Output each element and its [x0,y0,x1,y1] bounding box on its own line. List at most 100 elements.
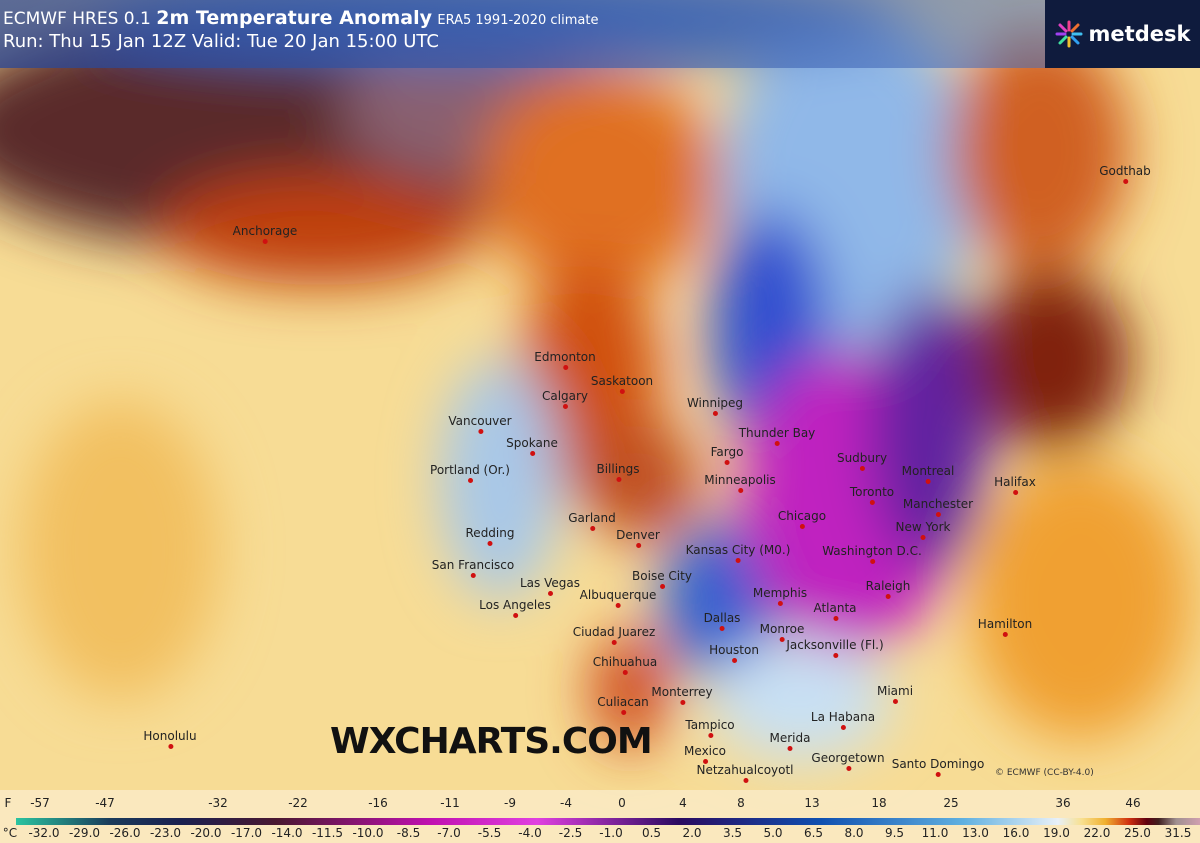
city-label: Hamilton [978,617,1032,637]
city-name: Calgary [541,389,589,403]
city-label: Chihuahua [593,655,657,675]
city-label: Albuquerque [580,588,656,608]
fahrenheit-tick: 18 [871,796,887,810]
city-label: Godthab [1099,164,1151,184]
city-dot-icon [779,637,785,642]
fahrenheit-tick: 46 [1125,796,1141,810]
city-label: Merida [770,731,810,751]
city-dot-icon [615,477,621,482]
city-name: Toronto [849,485,895,499]
starburst-logo-icon [1055,20,1083,48]
city-label: Garland [568,511,616,531]
city-dot-icon [487,541,493,546]
city-name: Winnipeg [686,396,744,410]
city-label: Houston [709,643,759,663]
fahrenheit-tick: -4 [560,796,572,810]
city-dot-icon [548,591,553,596]
celsius-tick: -2.5 [558,826,583,840]
city-dot-icon [870,559,875,564]
city-label: Winnipeg [686,396,744,416]
city-dot-icon [846,766,851,771]
city-label: Boise City [632,569,692,589]
logo-text: metdesk [1088,22,1191,46]
city-name: Redding [465,526,515,540]
color-scale-bar [16,818,1200,825]
city-dot-icon [787,746,793,751]
city-dot-icon [720,626,725,631]
city-dot-icon [869,500,875,505]
city-label: Spokane [506,436,558,456]
city-label: New York [895,520,951,540]
city-name: Garland [568,511,616,525]
fahrenheit-tick: 4 [679,796,687,810]
celsius-tick: 19.0 [1043,826,1070,840]
city-dot-icon [263,239,268,244]
city-name: Dallas [703,611,741,625]
city-label: Thunder Bay [739,426,815,446]
city-dot-icon [742,778,748,783]
city-dot-icon [935,772,941,777]
city-label: Billings [596,462,640,482]
city-name: Edmonton [534,350,596,364]
city-dot-icon [679,700,685,705]
celsius-tick: 0.5 [641,826,662,840]
fahrenheit-tick: 25 [943,796,959,810]
celsius-tick: 31.5 [1164,826,1192,840]
city-name: Santo Domingo [891,757,985,771]
city-name: Spokane [506,436,558,450]
city-label: Jacksonville (Fl.) [786,638,884,658]
celsius-tick: 3.5 [722,826,743,840]
celsius-tick: 22.0 [1083,826,1111,840]
city-label: Los Angeles [479,598,551,618]
city-name: Jacksonville (Fl.) [786,638,884,652]
city-dot-icon [468,478,473,483]
city-label: Portland (Or.) [430,463,510,483]
city-label: Washington D.C. [822,544,922,564]
city-dot-icon [920,535,926,540]
city-name: Miami [876,684,914,698]
celsius-tick: -1.0 [599,826,623,840]
city-dot-icon [620,389,625,394]
city-label: Anchorage [233,224,297,244]
city-dot-icon [777,601,783,606]
city-dot-icon [725,460,730,465]
city-name: Houston [709,643,759,657]
city-name: San Francisco [431,558,515,572]
city-label: Raleigh [866,579,910,599]
city-label: Vancouver [448,414,512,434]
fahrenheit-tick: 8 [737,796,745,810]
city-dot-icon [562,404,568,409]
city-dot-icon [732,658,737,663]
city-label: Netzahualcoyotl [696,763,794,783]
celsius-tick: -4.0 [518,826,542,840]
city-label: Memphis [753,586,807,606]
city-dot-icon [703,759,708,764]
city-name: La Habana [810,710,876,724]
city-dot-icon [708,733,713,738]
celsius-tick: -20.0 [190,826,222,840]
product-name: 2m Temperature Anomaly [156,7,432,29]
city-dot-icon [892,699,898,704]
copyright: © ECMWF (CC-BY-4.0) [995,768,1094,778]
fahrenheit-tick: -47 [95,796,115,810]
city-dot-icon [885,594,891,599]
fahrenheit-tick: -32 [208,796,228,810]
celsius-tick: 16.0 [1002,826,1030,840]
city-label: Toronto [849,485,895,505]
city-label: Saskatoon [591,374,653,394]
city-label: Georgetown [811,751,885,771]
city-name: Portland (Or.) [430,463,510,477]
city-name: Fargo [710,445,744,459]
city-dot-icon [840,725,846,730]
celsius-tick: 8.0 [844,826,864,840]
city-label: Miami [876,684,914,704]
city-name: New York [895,520,951,534]
climate-reference: ERA5 1991-2020 climate [437,13,599,28]
fahrenheit-tick: 0 [618,796,626,810]
city-name: Los Angeles [479,598,551,612]
city-dot-icon [167,744,173,749]
celsius-tick: -8.5 [396,826,421,840]
celsius-tick: 11.0 [921,826,949,840]
run-valid-time: Run: Thu 15 Jan 12Z Valid: Tue 20 Jan 15… [3,31,439,52]
